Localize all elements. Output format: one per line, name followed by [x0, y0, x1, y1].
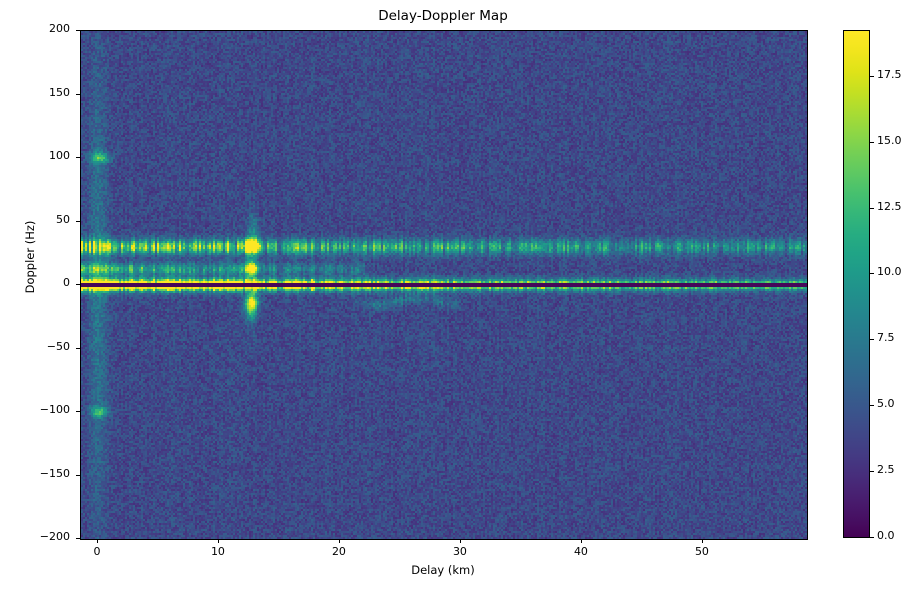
x-tick-label: 50: [694, 545, 709, 558]
colorbar-tick-label: 7.5: [877, 331, 895, 345]
x-tick-label: 20: [331, 545, 346, 558]
colorbar-tick-mark: [870, 537, 874, 538]
colorbar-tick-mark: [870, 273, 874, 275]
x-tick-label: 10: [210, 545, 225, 558]
y-tick-mark: [76, 93, 80, 95]
y-tick-mark: [76, 157, 80, 158]
delay-doppler-heatmap: [81, 31, 807, 539]
colorbar-tick-label: 0.0: [877, 529, 895, 542]
y-axis-label: Doppler (Hz): [23, 220, 37, 294]
heatmap-plot-area[interactable]: [80, 30, 808, 540]
x-tick-mark: [96, 539, 98, 543]
y-tick-label: 50: [56, 212, 70, 226]
page-title: Delay-Doppler Map: [378, 8, 508, 24]
x-tick-label: 40: [573, 545, 588, 558]
colorbar-tick-label: 5.0: [877, 397, 895, 411]
y-tick-label: 100: [49, 149, 70, 162]
y-tick-label: 150: [49, 85, 70, 99]
colorbar-tick-mark: [870, 207, 874, 209]
y-tick-mark: [76, 284, 80, 285]
y-tick-label: −150: [39, 466, 70, 480]
colorbar-tick-mark: [870, 141, 874, 143]
y-tick-mark: [76, 538, 80, 539]
x-axis-label: Delay (km): [411, 563, 475, 577]
x-tick-mark: [338, 539, 340, 543]
x-tick-label: 0: [93, 545, 101, 558]
colorbar[interactable]: 0.0 2.5 5.0 7.5 10.0 12.5 15.0 17.5: [843, 30, 902, 542]
x-tick-mark: [459, 539, 461, 543]
y-tick-mark: [76, 220, 80, 222]
x-tick-mark: [580, 539, 582, 543]
colorbar-tick-label: 2.5: [877, 463, 895, 477]
colorbar-tick-mark: [870, 339, 874, 341]
colorbar-tick-label: 15.0: [877, 133, 902, 147]
y-tick-mark: [76, 347, 80, 349]
x-tick-mark: [701, 539, 703, 543]
colorbar-tick-label: 10.0: [877, 265, 902, 279]
colorbar-tick-mark: [870, 75, 874, 77]
colorbar-tick-mark: [870, 405, 874, 407]
colorbar-tick-label: 17.5: [877, 67, 902, 81]
y-tick-label: −200: [39, 530, 70, 543]
colorbar-gradient: [843, 30, 870, 538]
colorbar-tick-mark: [870, 471, 874, 473]
x-tick-label: 30: [452, 545, 467, 558]
y-tick-label: 200: [49, 22, 70, 35]
y-tick-label: 0: [63, 276, 70, 289]
x-tick-mark: [217, 539, 219, 543]
colorbar-tick-label: 12.5: [877, 199, 902, 213]
y-tick-label: −100: [39, 403, 70, 416]
y-tick-mark: [76, 411, 80, 412]
y-tick-label: −50: [46, 339, 70, 353]
y-tick-mark: [76, 474, 80, 476]
y-tick-mark: [76, 30, 80, 31]
